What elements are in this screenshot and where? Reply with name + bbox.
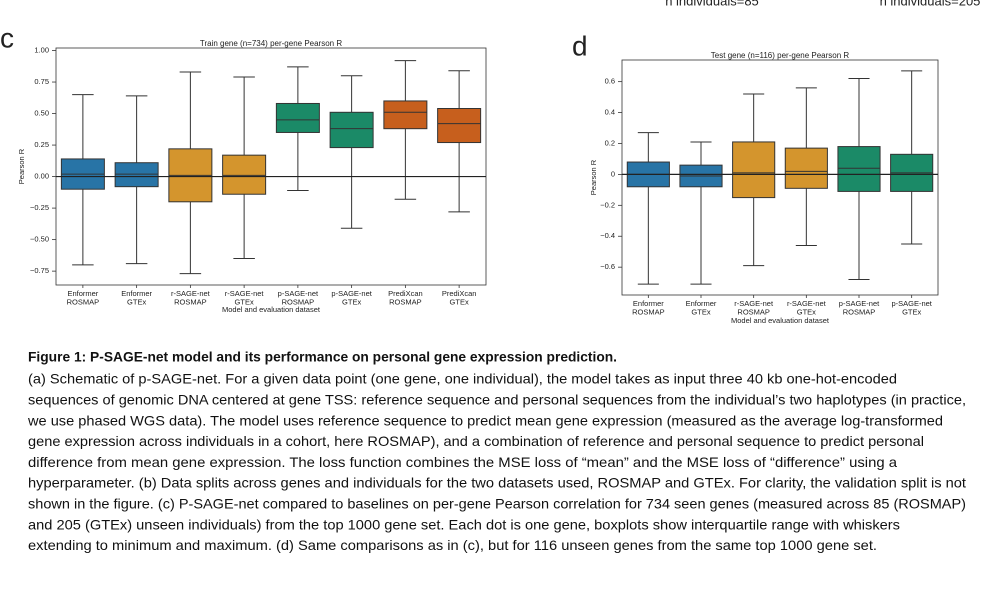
x-tick-label: PrediXcan	[442, 289, 477, 298]
panel-letter: d	[572, 30, 588, 61]
x-tick-label: r-SAGE-net	[787, 299, 827, 308]
x-tick-label: GTEx	[450, 297, 469, 306]
x-axis-label: Model and evaluation dataset	[222, 305, 321, 314]
panel-letter: c	[0, 22, 14, 53]
box	[732, 141, 776, 199]
x-tick-label: PrediXcan	[388, 289, 423, 298]
y-tick-label: 0.00	[34, 172, 49, 181]
x-tick-label: ROSMAP	[389, 297, 422, 306]
caption-line: hyperparameter. (b) Data splits across g…	[28, 475, 966, 491]
plot-frame	[55, 47, 487, 286]
box	[275, 102, 320, 133]
x-tick-label: ROSMAP	[632, 307, 665, 316]
y-tick-label: 1.00	[34, 46, 49, 55]
y-tick-label: 0.2	[605, 138, 615, 147]
x-tick-label: GTEx	[342, 297, 361, 306]
y-tick-label: −0.75	[30, 266, 49, 275]
x-tick-label: r-SAGE-net	[171, 289, 211, 298]
x-tick-label: Enformer	[686, 299, 717, 308]
y-tick-label: −0.50	[30, 235, 49, 244]
y-tick-label: −0.6	[600, 262, 615, 271]
x-tick-label: p-SAGE-net	[278, 289, 319, 298]
box	[383, 100, 428, 130]
x-tick-label: ROSMAP	[282, 297, 315, 306]
y-tick-label: −0.4	[600, 231, 615, 240]
box	[222, 154, 267, 195]
y-axis-label: Pearson R	[589, 159, 598, 195]
cropped-label: n individuals=205	[880, 0, 981, 8]
box	[329, 111, 374, 149]
y-tick-label: 0.25	[34, 140, 49, 149]
box	[784, 147, 828, 189]
y-tick-label: 0.4	[605, 108, 615, 117]
y-tick-label: 0.6	[605, 77, 615, 86]
y-tick-label: 0.75	[34, 77, 49, 86]
x-tick-label: GTEx	[127, 297, 146, 306]
y-tick-label: −0.25	[30, 203, 49, 212]
box	[837, 146, 881, 192]
box	[114, 162, 159, 188]
x-tick-label: p-SAGE-net	[839, 299, 880, 308]
x-tick-label: GTEx	[797, 307, 816, 316]
caption-line: gene expression across individuals in a …	[28, 433, 924, 449]
caption-title: Figure 1: P-SAGE-net model and its perfo…	[28, 349, 617, 365]
y-axis-label: Pearson R	[17, 148, 26, 184]
x-tick-label: GTEx	[902, 307, 921, 316]
cropped-label: n individuals=85	[665, 0, 759, 8]
caption-line: and 205 (GTEx) unseen individuals) from …	[28, 516, 900, 532]
x-tick-label: Enformer	[121, 289, 152, 298]
x-tick-label: Enformer	[67, 289, 98, 298]
x-axis-label: Model and evaluation dataset	[731, 316, 830, 325]
x-tick-label: r-SAGE-net	[225, 289, 265, 298]
plot-frame	[621, 59, 939, 296]
caption-line: extending to minimum and maximum. (d) Sa…	[28, 537, 877, 553]
chart-title: Test gene (n=116) per-gene Pearson R	[711, 51, 850, 60]
chart-title: Train gene (n=734) per-gene Pearson R	[200, 39, 342, 48]
caption-line: difference from mean gene expression. Th…	[28, 454, 897, 470]
caption-line: sequences of genomic DNA centered at gen…	[28, 392, 966, 408]
box	[437, 108, 482, 144]
x-tick-label: Enformer	[633, 299, 664, 308]
y-tick-label: −0.2	[600, 200, 615, 209]
caption-line: we use phased WGS data). The model uses …	[27, 412, 943, 428]
x-tick-label: p-SAGE-net	[891, 299, 932, 308]
x-tick-label: ROSMAP	[67, 297, 100, 306]
x-tick-label: ROSMAP	[737, 307, 770, 316]
x-tick-label: ROSMAP	[174, 297, 207, 306]
x-tick-label: p-SAGE-net	[331, 289, 372, 298]
caption-line: (a) Schematic of p-SAGE-net. For a given…	[28, 371, 897, 387]
x-tick-label: r-SAGE-net	[734, 299, 774, 308]
y-tick-label: 0.50	[34, 109, 49, 118]
y-tick-label: 0	[611, 169, 615, 178]
x-tick-label: GTEx	[235, 297, 254, 306]
caption-line: shown in the figure. (c) P-SAGE-net comp…	[28, 496, 966, 512]
x-tick-label: GTEx	[691, 307, 710, 316]
x-tick-label: ROSMAP	[843, 307, 876, 316]
